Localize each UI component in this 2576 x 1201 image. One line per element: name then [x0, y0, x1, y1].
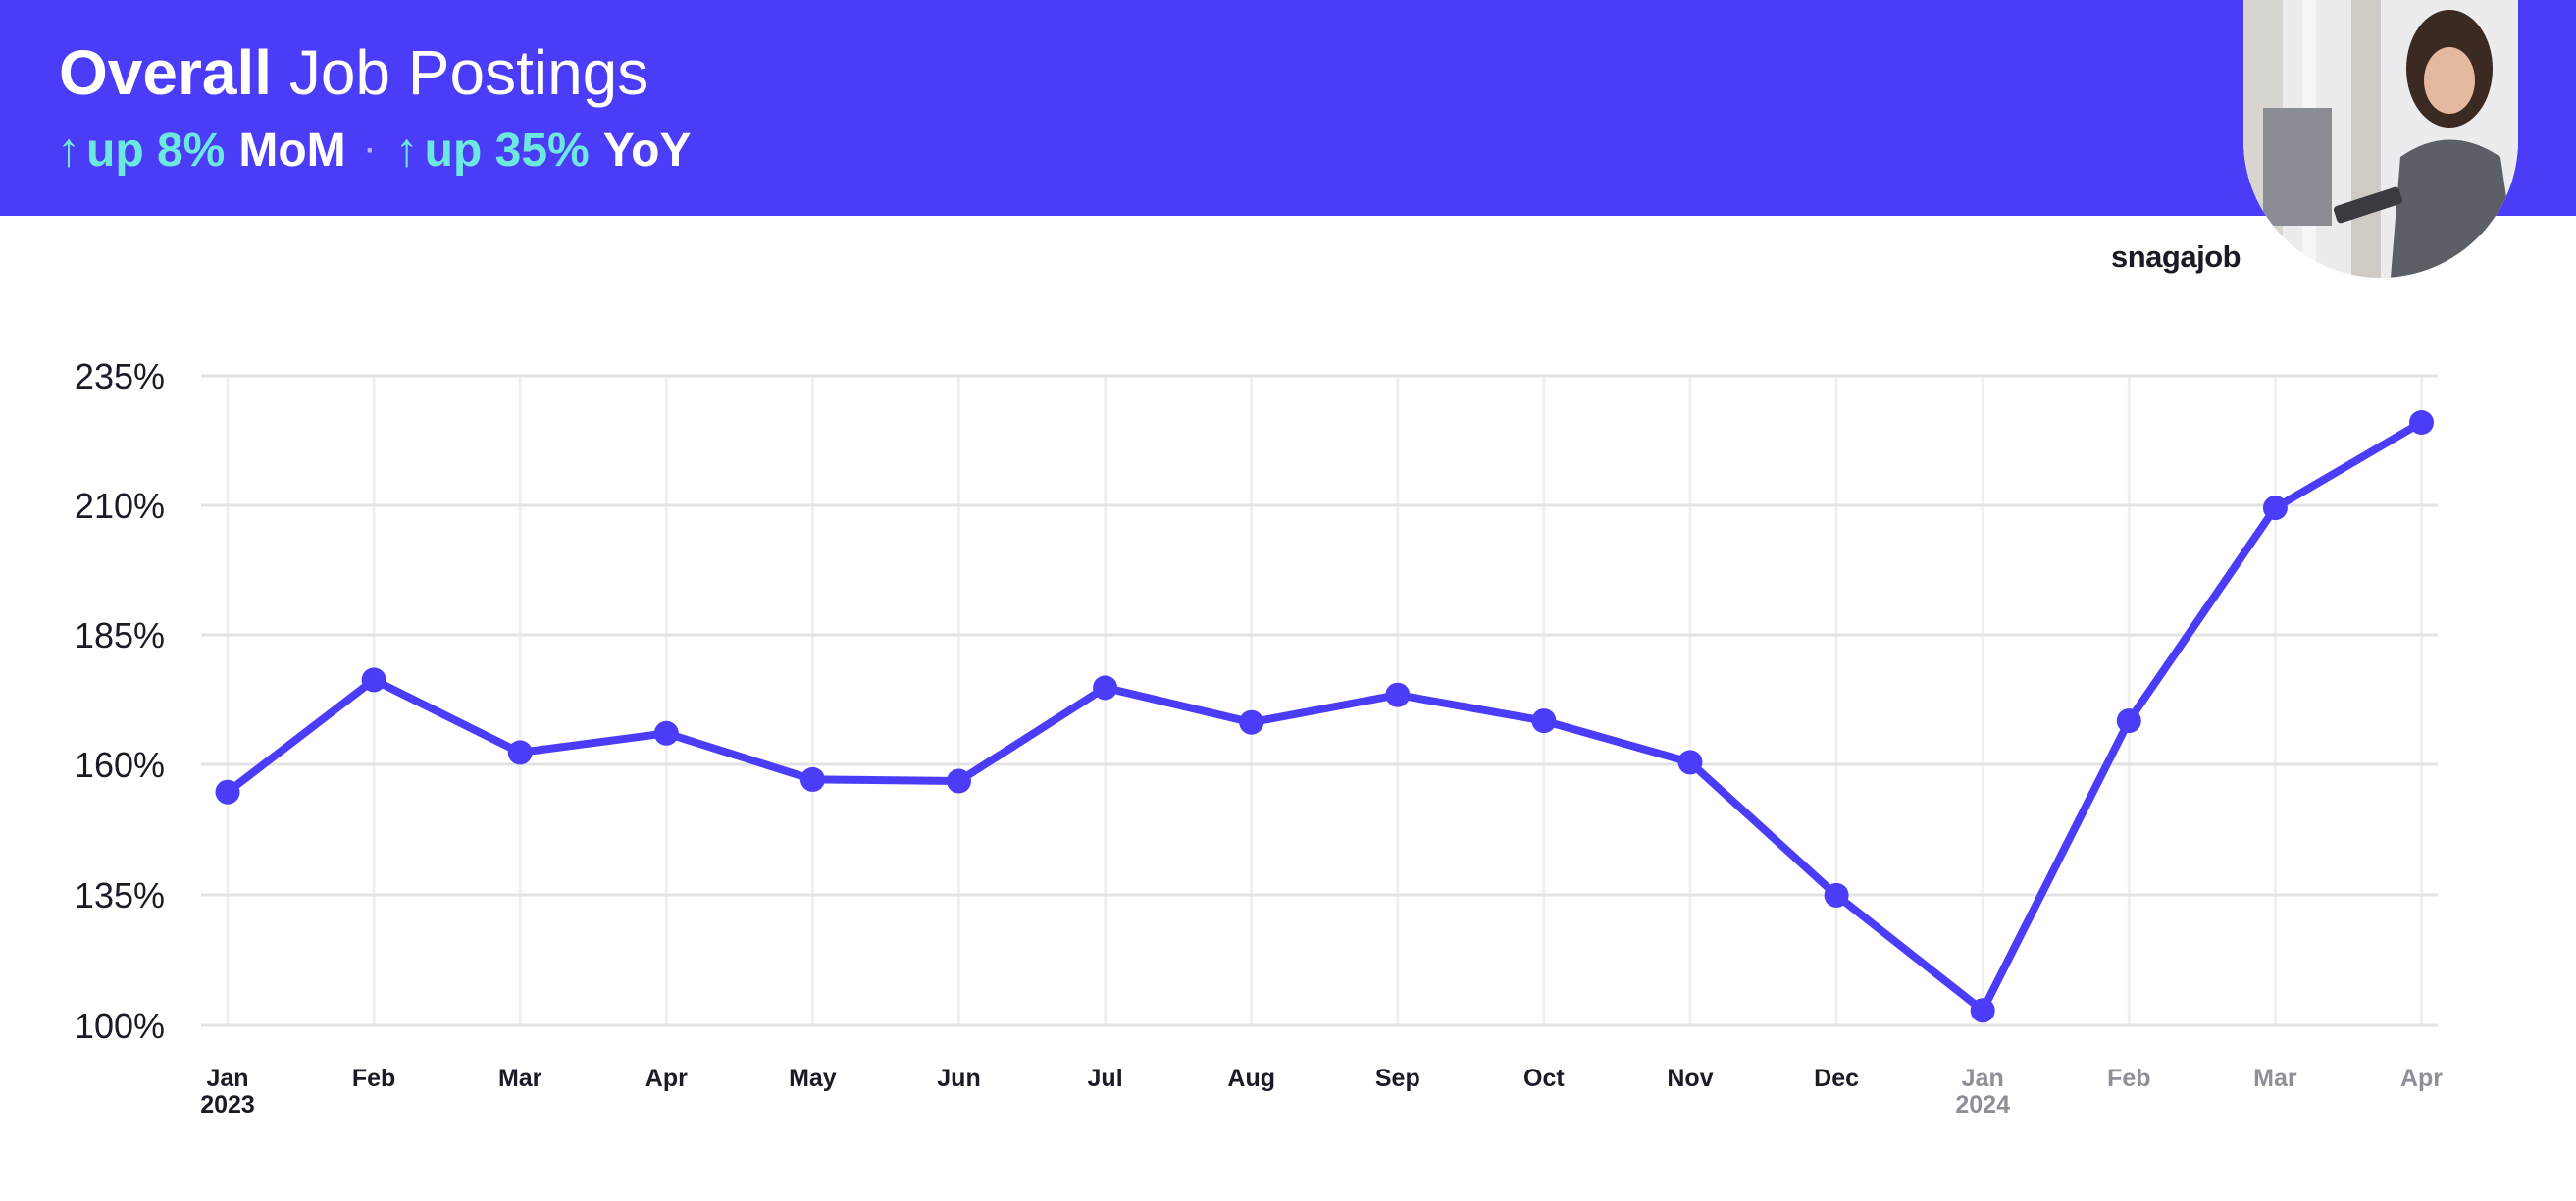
x-tick-label: Jan: [206, 1065, 248, 1092]
x-tick-label: Oct: [1523, 1065, 1565, 1092]
yoy-label: YoY: [602, 125, 692, 177]
data-point: [2262, 496, 2288, 521]
mom-label: MoM: [238, 125, 346, 177]
data-point: [1531, 708, 1557, 734]
x-tick-year-label: 2023: [200, 1091, 255, 1119]
growth-stats: ↑ up 8% MoM · ↑ up 35% YoY: [57, 120, 692, 183]
x-tick-label: Jan: [1962, 1065, 2004, 1092]
x-tick-label: Feb: [352, 1065, 395, 1092]
data-point: [2116, 708, 2141, 734]
series-line: [224, 418, 2426, 1015]
mom-value: up 8%: [86, 125, 226, 177]
data-point: [1970, 998, 1995, 1023]
y-tick-label: 160%: [75, 745, 165, 785]
x-tick-label: May: [789, 1065, 837, 1092]
person-photo: [2243, 0, 2518, 278]
data-point: [507, 740, 533, 765]
x-tick-label: Jun: [937, 1065, 980, 1092]
x-tick-label: Aug: [1227, 1065, 1275, 1092]
y-tick-label: 135%: [75, 875, 165, 915]
x-tick-label: Mar: [498, 1065, 542, 1092]
up-arrow-icon: ↑: [57, 125, 80, 177]
data-point: [361, 667, 386, 693]
title-light: Job Postings: [288, 37, 649, 108]
data-point: [2409, 410, 2434, 435]
x-tick-year-label: 2024: [1955, 1091, 2010, 1119]
snagajob-logo: snagajob: [2111, 239, 2241, 274]
x-tick-label: Mar: [2253, 1065, 2297, 1092]
data-point: [653, 720, 679, 746]
x-tick-label: Feb: [2107, 1065, 2150, 1092]
y-tick-label: 210%: [75, 486, 165, 526]
data-point: [799, 766, 825, 792]
up-arrow-icon: ↑: [394, 125, 419, 177]
x-tick-label: Apr: [645, 1065, 688, 1092]
title-bold: Overall: [59, 37, 273, 108]
y-tick-label: 235%: [75, 356, 165, 396]
y-tick-label: 100%: [75, 1006, 165, 1046]
data-point: [1239, 709, 1264, 735]
x-tick-label: Jul: [1088, 1065, 1123, 1092]
data-point: [1093, 675, 1118, 701]
y-tick-label: 185%: [75, 615, 165, 655]
yoy-value: up 35%: [424, 125, 590, 177]
data-point: [1385, 682, 1411, 707]
stats-separator: ·: [365, 134, 376, 167]
x-tick-label: Nov: [1667, 1065, 1713, 1092]
header-banner: Overall Job Postings ↑ up 8% MoM · ↑ up …: [0, 0, 2576, 216]
x-tick-label: Apr: [2400, 1065, 2443, 1092]
data-point: [1677, 750, 1703, 775]
page-title: Overall Job Postings: [59, 33, 648, 112]
x-tick-label: Sep: [1375, 1065, 1420, 1092]
data-point: [947, 768, 971, 794]
data-point: [215, 779, 240, 805]
data-point: [1824, 882, 1849, 908]
x-tick-label: Dec: [1814, 1065, 1859, 1092]
